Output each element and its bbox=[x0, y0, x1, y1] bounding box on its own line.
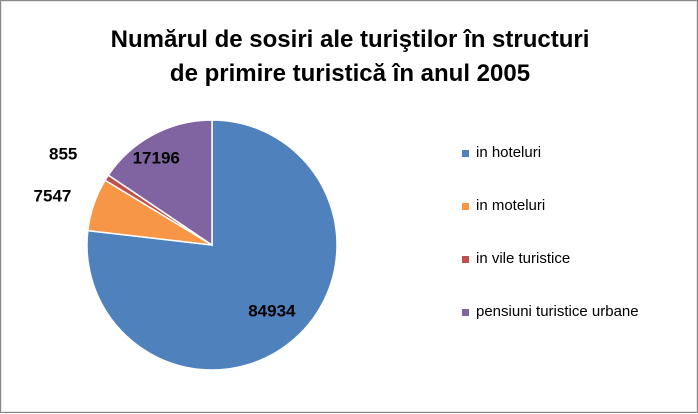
chart-title: Numărul de sosiri ale turiştilor în stru… bbox=[1, 23, 698, 91]
legend-swatch-pensiuni bbox=[462, 309, 469, 316]
data-label-hoteluri: 84934 bbox=[248, 302, 296, 321]
legend-label-moteluri: in moteluri bbox=[476, 197, 546, 214]
legend-swatch-vile bbox=[462, 256, 469, 263]
chart-title-line-2: de primire turistică în anul 2005 bbox=[169, 60, 531, 87]
legend-swatch-moteluri bbox=[462, 203, 469, 210]
legend-label-hoteluri: in hoteluri bbox=[476, 144, 542, 161]
data-label-moteluri: 7547 bbox=[34, 187, 72, 206]
data-label-pensiuni: 17196 bbox=[133, 148, 180, 167]
pie-slice-pensiuni bbox=[107, 119, 213, 247]
legend-label-pensiuni: pensiuni turistice urbane bbox=[476, 303, 639, 320]
legend-swatch-hoteluri bbox=[462, 150, 469, 157]
legend-label-vile: in vile turistice bbox=[476, 250, 571, 267]
chart-title-line-1: Numărul de sosiri ale turiştilor în stru… bbox=[110, 26, 590, 53]
data-label-vile: 855 bbox=[49, 144, 77, 163]
